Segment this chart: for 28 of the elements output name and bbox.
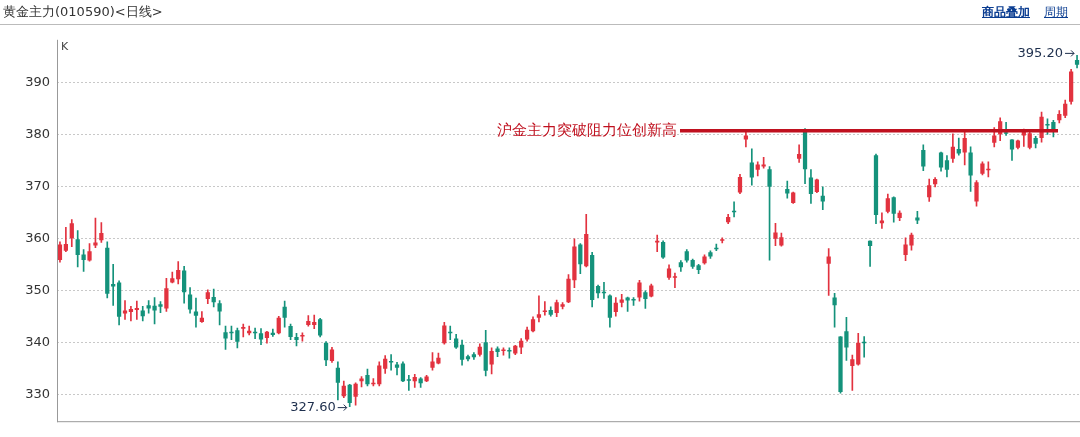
candlestick <box>672 272 678 288</box>
y-tick-label: 340 <box>25 333 50 349</box>
candlestick <box>542 301 547 316</box>
text: 商品叠加 <box>982 5 1030 19</box>
ref-line-label: 沪金主力突破阻力位创新高 <box>497 120 678 139</box>
y-tick-label: 370 <box>25 177 50 193</box>
candlestick <box>394 362 400 376</box>
candlestick <box>122 300 128 320</box>
candlestick <box>619 294 624 308</box>
y-tick-label: 390 <box>25 73 50 89</box>
annotation: 395.20 <box>1017 44 1064 60</box>
y-axis-title: K <box>61 40 69 54</box>
candlestick <box>867 240 873 267</box>
candlestick <box>111 263 116 306</box>
chart-title: 黄金主力(010590)<日线> <box>3 3 163 21</box>
y-tick-label: 380 <box>25 125 50 141</box>
candlestick <box>406 375 411 391</box>
candlestick <box>826 248 831 296</box>
candlestick <box>241 323 246 338</box>
candlestick <box>796 144 802 163</box>
candlestick <box>536 295 542 323</box>
text: 周期 <box>1044 5 1068 19</box>
y-tick-label: 360 <box>25 229 50 245</box>
candlestick <box>128 306 134 322</box>
y-tick-label: 350 <box>25 281 50 297</box>
candlestick <box>312 314 317 330</box>
annotation: 327.60 <box>290 398 336 414</box>
y-tick-label: 330 <box>25 385 50 401</box>
